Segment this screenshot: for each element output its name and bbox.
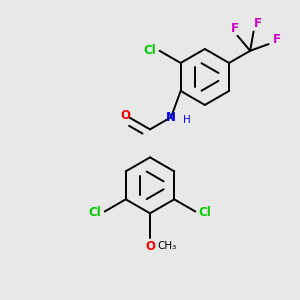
Text: O: O — [145, 239, 155, 253]
Text: H: H — [183, 115, 190, 125]
Text: F: F — [273, 33, 281, 46]
Text: Cl: Cl — [199, 206, 212, 219]
Text: F: F — [254, 16, 262, 30]
Text: F: F — [231, 22, 239, 35]
Text: N: N — [166, 111, 176, 124]
Text: CH₃: CH₃ — [157, 241, 176, 251]
Text: O: O — [121, 109, 130, 122]
Text: Cl: Cl — [88, 206, 101, 219]
Text: Cl: Cl — [143, 44, 156, 57]
